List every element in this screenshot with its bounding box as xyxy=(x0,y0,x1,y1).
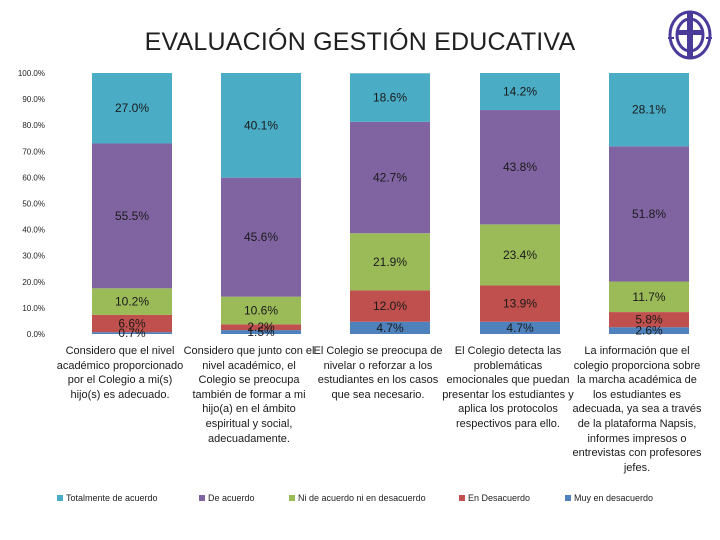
data-label: 23.4% xyxy=(503,248,537,262)
legend-label: Ni de acuerdo ni en desacuerdo xyxy=(298,493,426,503)
bar-segment xyxy=(480,224,560,286)
bar-segment xyxy=(221,330,301,334)
chart-title: EVALUACIÓN GESTIÓN EDUCATIVA xyxy=(144,28,576,56)
data-label: 18.6% xyxy=(373,91,407,105)
bar-segment xyxy=(480,73,560,111)
data-label: 10.2% xyxy=(115,295,149,309)
bar-segment xyxy=(350,121,430,234)
bar-segment xyxy=(92,73,172,144)
data-label: 4.7% xyxy=(506,321,534,335)
legend-label: En Desacuerdo xyxy=(468,493,531,503)
bar-segment xyxy=(221,324,301,331)
data-label: 10.6% xyxy=(244,304,278,318)
category-label: El Colegio se preocupa de nivelar o refo… xyxy=(313,345,443,401)
legend-item: Ni de acuerdo ni en desacuerdo xyxy=(289,493,426,503)
data-label: 13.9% xyxy=(503,297,537,311)
bar-segment xyxy=(92,143,172,289)
bar-segment xyxy=(480,285,560,322)
data-label: 0.7% xyxy=(118,326,146,340)
data-label: 43.8% xyxy=(503,160,537,174)
data-label: 4.7% xyxy=(376,321,404,335)
y-tick-label: 70.0% xyxy=(22,147,45,156)
bar-segment xyxy=(350,233,430,291)
data-label: 1.5% xyxy=(247,325,275,339)
data-label: 55.5% xyxy=(115,209,149,223)
bar-segment xyxy=(609,146,689,282)
data-label: 40.1% xyxy=(244,118,278,132)
data-label: 11.7% xyxy=(632,290,665,304)
data-label: 45.6% xyxy=(244,230,278,244)
data-label: 2.2% xyxy=(247,320,275,334)
y-tick-label: 40.0% xyxy=(22,226,45,235)
bar-segment xyxy=(221,177,301,297)
y-tick-label: 0.0% xyxy=(27,330,45,339)
data-label: 14.2% xyxy=(503,85,537,99)
y-tick-label: 50.0% xyxy=(22,200,45,209)
data-label: 42.7% xyxy=(373,171,407,185)
legend-swatch xyxy=(57,495,63,501)
legend-label: Totalmente de acuerdo xyxy=(66,493,158,503)
bar-segment xyxy=(609,73,689,147)
legend-item: Muy en desacuerdo xyxy=(565,493,653,503)
bar-segment xyxy=(350,321,430,334)
bar-segment xyxy=(480,321,560,334)
category-label: El Colegio detecta las problemáticas emo… xyxy=(442,345,574,430)
bar-segment xyxy=(92,288,172,315)
legend-label: Muy en desacuerdo xyxy=(574,493,654,503)
y-tick-label: 60.0% xyxy=(22,173,45,182)
legend-item: En Desacuerdo xyxy=(459,493,530,503)
data-label: 12.0% xyxy=(373,299,407,313)
school-crest-icon xyxy=(668,10,712,60)
legend-swatch xyxy=(289,495,295,501)
category-label: Considero que junto con el nivel académi… xyxy=(183,345,315,445)
bar-segment xyxy=(609,327,689,334)
legend-swatch xyxy=(565,495,571,501)
bar-segment xyxy=(350,290,430,322)
data-label: 28.1% xyxy=(632,103,666,117)
legend-swatch xyxy=(199,495,205,501)
bar-segment xyxy=(609,281,689,313)
bar-segment xyxy=(480,110,560,225)
bar-segment xyxy=(92,332,172,334)
y-tick-label: 20.0% xyxy=(22,278,45,287)
data-label: 2.6% xyxy=(635,324,663,338)
legend-swatch xyxy=(459,495,465,501)
legend-item: Totalmente de acuerdo xyxy=(57,493,158,503)
legend-label: De acuerdo xyxy=(208,493,255,503)
y-tick-label: 90.0% xyxy=(22,95,45,104)
bar-segment xyxy=(221,73,301,178)
y-tick-label: 10.0% xyxy=(22,304,45,313)
bar-segment xyxy=(92,314,172,333)
y-tick-label: 30.0% xyxy=(22,252,45,261)
data-label: 51.8% xyxy=(632,207,666,221)
bar-segment xyxy=(350,73,430,122)
data-label: 21.9% xyxy=(373,255,407,269)
data-label: 27.0% xyxy=(115,101,149,115)
y-tick-label: 80.0% xyxy=(22,121,45,130)
category-label: Considero que el nivel académico proporc… xyxy=(56,345,184,401)
bar-segment xyxy=(609,312,689,328)
data-label: 6.6% xyxy=(118,317,146,331)
y-tick-label: 100.0% xyxy=(18,69,45,78)
category-label: La información que el colegio proporcion… xyxy=(572,345,702,474)
bar-segment xyxy=(221,296,301,325)
legend-item: De acuerdo xyxy=(199,493,255,503)
data-label: 5.8% xyxy=(635,313,663,327)
